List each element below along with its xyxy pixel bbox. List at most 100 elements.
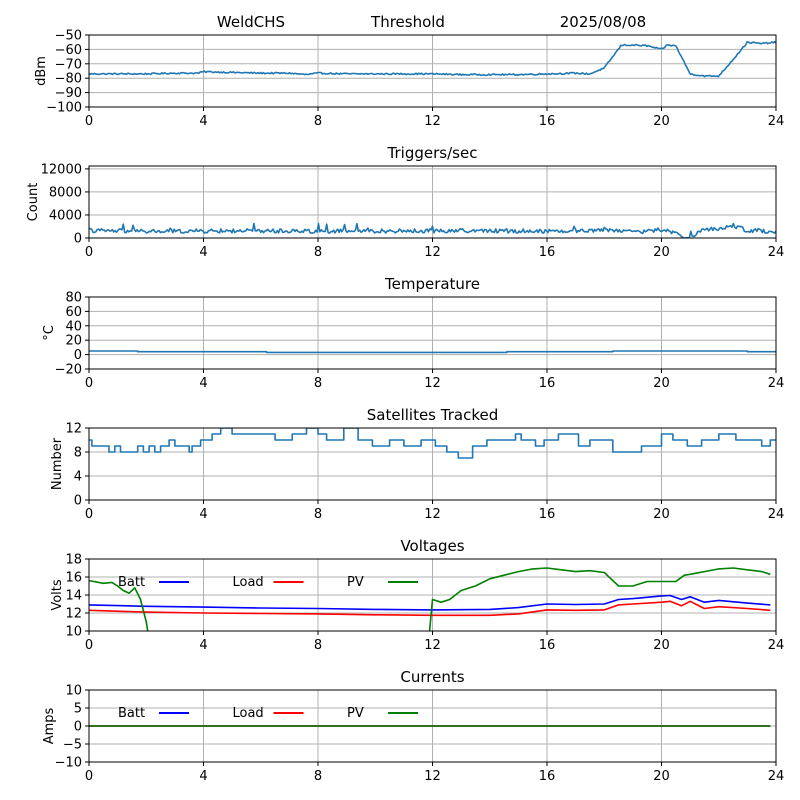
legend-label-load: Load bbox=[233, 706, 264, 721]
x-tick-label: 8 bbox=[314, 376, 322, 391]
y-tick-label: 0 bbox=[74, 348, 82, 363]
x-tick-label: 0 bbox=[85, 638, 93, 653]
y-tick-label: −10 bbox=[55, 756, 82, 771]
panel-satellites: 0 4 8 12 16 20 24 0 4 8 12 Satellites Tracked Number bbox=[50, 406, 784, 522]
x-tick-label: 16 bbox=[539, 114, 556, 129]
threshold-label: Threshold bbox=[370, 13, 445, 31]
y-tick-label: 0 bbox=[74, 232, 82, 247]
y-axis-label: Count bbox=[26, 183, 41, 222]
x-tick-label: 24 bbox=[768, 769, 785, 784]
x-tick-label: 16 bbox=[539, 638, 556, 653]
y-tick-label: −20 bbox=[55, 363, 82, 378]
x-tick-label: 24 bbox=[768, 638, 785, 653]
series-group bbox=[89, 350, 776, 354]
y-tick-label: −90 bbox=[55, 86, 82, 101]
x-tick-label: 16 bbox=[539, 507, 556, 522]
x-tick-label: 24 bbox=[768, 245, 785, 260]
y-tick-label: 4000 bbox=[49, 208, 82, 223]
y-tick-label: 10 bbox=[65, 625, 82, 640]
panel-title: Satellites Tracked bbox=[367, 406, 498, 424]
panel-voltages: 0 4 8 12 16 20 24 10 12 14 16 18 Voltages Volts Batt Lo… bbox=[50, 537, 784, 653]
legend-label-pv: PV bbox=[347, 575, 364, 590]
series-group bbox=[89, 428, 776, 459]
y-tick-label: 16 bbox=[65, 571, 82, 586]
x-tick-label: 8 bbox=[314, 769, 322, 784]
x-tick-label: 4 bbox=[199, 507, 207, 522]
x-tick-label: 4 bbox=[199, 638, 207, 653]
legend-label-batt: Batt bbox=[118, 706, 145, 721]
x-tick-label: 0 bbox=[85, 507, 93, 522]
x-tick-label: 20 bbox=[653, 376, 670, 391]
y-tick-label: 20 bbox=[65, 334, 82, 349]
y-axis-label: dBm bbox=[34, 56, 49, 86]
y-tick-label: −60 bbox=[55, 43, 82, 58]
x-tick-label: 0 bbox=[85, 114, 93, 129]
series-line-noise bbox=[89, 40, 776, 78]
x-tick-label: 16 bbox=[539, 376, 556, 391]
y-tick-label: 14 bbox=[65, 589, 82, 604]
y-tick-label: 12 bbox=[65, 607, 82, 622]
panel-title: Voltages bbox=[400, 537, 464, 555]
x-tick-label: 20 bbox=[653, 769, 670, 784]
x-tick-label: 12 bbox=[424, 769, 441, 784]
y-tick-label: 60 bbox=[65, 305, 82, 320]
y-axis-label: Volts bbox=[50, 579, 65, 611]
y-tick-label: −70 bbox=[55, 57, 82, 72]
legend-label-load: Load bbox=[233, 575, 264, 590]
series-group bbox=[89, 40, 776, 78]
x-tick-label: 4 bbox=[199, 114, 207, 129]
x-tick-label: 20 bbox=[653, 114, 670, 129]
y-tick-label: 12 bbox=[65, 422, 82, 437]
panel-title: Triggers/sec bbox=[387, 144, 478, 162]
y-tick-label: 10 bbox=[65, 684, 82, 699]
x-tick-label: 4 bbox=[199, 245, 207, 260]
x-tick-label: 20 bbox=[653, 638, 670, 653]
x-tick-label: 24 bbox=[768, 507, 785, 522]
series-group bbox=[89, 222, 776, 238]
y-tick-label: 40 bbox=[65, 319, 82, 334]
y-tick-label: 5 bbox=[74, 702, 82, 717]
y-tick-label: 18 bbox=[65, 553, 82, 568]
x-tick-label: 16 bbox=[539, 769, 556, 784]
y-tick-label: 80 bbox=[65, 291, 82, 306]
y-axis-label: Amps bbox=[42, 707, 57, 744]
legend-label-batt: Batt bbox=[118, 575, 145, 590]
x-tick-label: 0 bbox=[85, 769, 93, 784]
panel-triggers: 0 4 8 12 16 20 24 0 4000 8000 12000 Triggers/sec Cou… bbox=[26, 144, 784, 260]
series-line-load bbox=[89, 600, 771, 617]
y-tick-label: 4 bbox=[74, 470, 82, 485]
x-tick-label: 12 bbox=[424, 114, 441, 129]
x-tick-label: 8 bbox=[314, 638, 322, 653]
x-tick-label: 12 bbox=[424, 638, 441, 653]
y-tick-label: −50 bbox=[55, 29, 82, 44]
x-tick-label: 4 bbox=[199, 376, 207, 391]
x-tick-label: 12 bbox=[424, 376, 441, 391]
series-line-batt bbox=[89, 594, 771, 611]
series-group bbox=[89, 567, 771, 631]
y-tick-label: 0 bbox=[74, 720, 82, 735]
x-tick-label: 12 bbox=[424, 507, 441, 522]
x-tick-label: 24 bbox=[768, 376, 785, 391]
x-tick-label: 0 bbox=[85, 245, 93, 260]
y-tick-label: −80 bbox=[55, 72, 82, 87]
y-tick-label: −5 bbox=[63, 738, 82, 753]
x-tick-label: 4 bbox=[199, 769, 207, 784]
y-axis-label: Number bbox=[50, 437, 65, 490]
x-tick-label: 20 bbox=[653, 245, 670, 260]
series-line-pv bbox=[428, 567, 771, 631]
series-line-temperature bbox=[89, 350, 776, 354]
x-tick-label: 12 bbox=[424, 245, 441, 260]
series-line-triggers bbox=[89, 222, 776, 238]
y-tick-label: 8000 bbox=[49, 185, 82, 200]
x-tick-label: 16 bbox=[539, 245, 556, 260]
y-tick-label: 12000 bbox=[41, 162, 82, 177]
x-tick-label: 20 bbox=[653, 507, 670, 522]
series-line-satellites bbox=[89, 428, 776, 459]
date-label: 2025/08/08 bbox=[560, 13, 646, 31]
panel-title: Currents bbox=[400, 668, 464, 686]
station-name: WeldCHS bbox=[217, 13, 285, 31]
y-axis-label: °C bbox=[42, 325, 57, 341]
